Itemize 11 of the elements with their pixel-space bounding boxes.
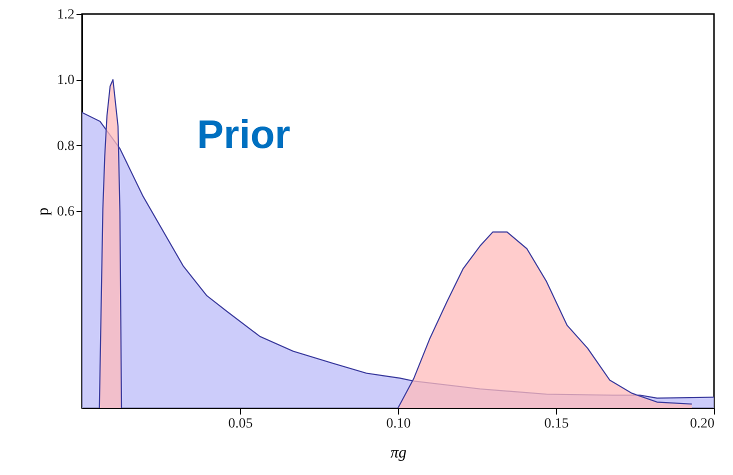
x-tick-label: 0.10 bbox=[386, 416, 411, 432]
x-tick-label: 0.15 bbox=[544, 416, 569, 432]
x-tick-label: 0.05 bbox=[228, 416, 253, 432]
x-axis-title: πg bbox=[390, 444, 407, 462]
annotation: Prior bbox=[197, 113, 290, 157]
y-tick-label: 1.0 bbox=[57, 73, 74, 88]
y-tick-label: 0.6 bbox=[57, 204, 74, 220]
y-tick-label: 1.2 bbox=[57, 8, 74, 22]
x-tick-label: 0.20 bbox=[690, 416, 714, 432]
y-axis-title: p bbox=[35, 208, 52, 216]
y-tick-label: 0.8 bbox=[57, 138, 74, 154]
